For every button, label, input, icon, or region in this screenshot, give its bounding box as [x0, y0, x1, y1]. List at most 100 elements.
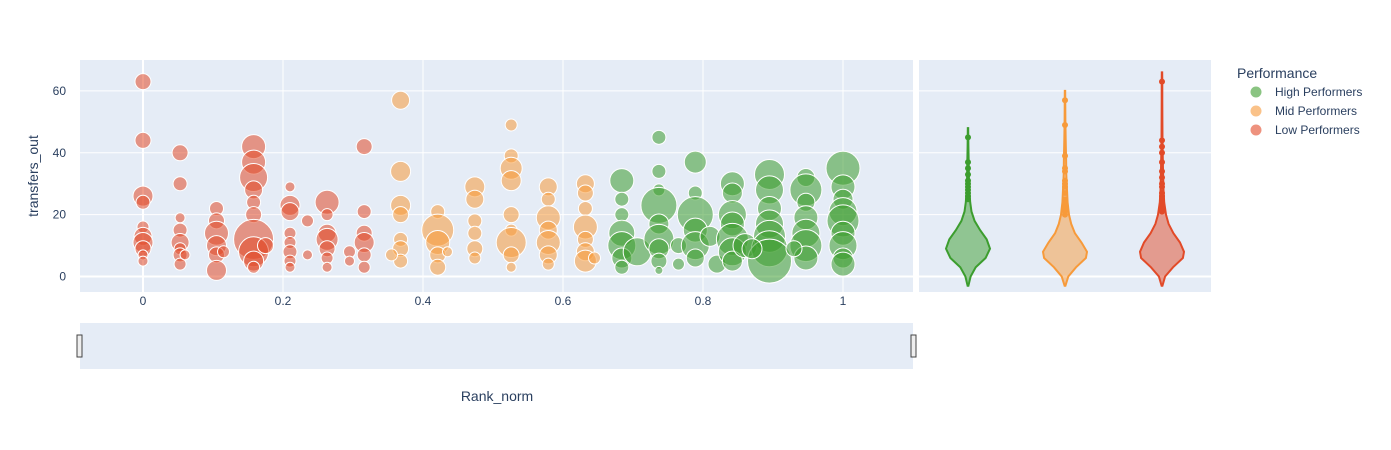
scatter-point-high-performers[interactable] [654, 265, 664, 275]
scatter-point-mid-performers[interactable] [502, 206, 520, 224]
violin-outlier-point[interactable] [1062, 190, 1068, 197]
legend-label-mid: Mid Performers [1275, 104, 1357, 118]
scatter-point-high-performers[interactable] [672, 257, 685, 271]
violin-outlier-point[interactable] [1159, 149, 1165, 156]
violin-outlier-point[interactable] [1062, 121, 1068, 128]
scatter-point-low-performers[interactable] [134, 131, 152, 149]
scatter-point-high-performers[interactable] [651, 129, 667, 145]
violin-outlier-point[interactable] [1159, 208, 1165, 215]
range-slider[interactable] [76, 323, 917, 369]
scatter-point-mid-performers[interactable] [540, 191, 556, 207]
scatter-point-low-performers[interactable] [174, 212, 186, 224]
scatter-point-high-performers[interactable] [614, 191, 630, 207]
scatter-point-high-performers[interactable] [685, 248, 705, 268]
scatter-point-mid-performers[interactable] [500, 170, 522, 192]
scatter-point-mid-performers[interactable] [588, 251, 601, 265]
range-slider-right-handle[interactable] [910, 334, 917, 358]
y-tick-label: 60 [53, 84, 67, 98]
scatter-point-low-performers[interactable] [247, 260, 261, 274]
scatter-point-low-performers[interactable] [217, 245, 230, 259]
scatter-point-mid-performers[interactable] [465, 189, 485, 209]
range-slider-left-handle[interactable] [76, 334, 83, 358]
violin-outlier-point[interactable] [1159, 168, 1165, 175]
legend-item-mid[interactable]: Mid Performers [1250, 104, 1358, 118]
scatter-point-low-performers[interactable] [344, 255, 355, 267]
scatter-point-low-performers[interactable] [320, 208, 334, 222]
violin-outlier-point[interactable] [965, 171, 971, 178]
scatter-point-low-performers[interactable] [173, 257, 187, 271]
legend-marker-high [1250, 86, 1262, 98]
scatter-point-mid-performers[interactable] [467, 225, 483, 241]
scatter-point-high-performers[interactable] [651, 163, 667, 179]
scatter-point-high-performers[interactable] [609, 168, 635, 194]
violin-outlier-point[interactable] [1159, 183, 1165, 190]
violin-outlier-point[interactable] [965, 134, 971, 141]
violin-outlier-point[interactable] [965, 196, 971, 203]
scatter-point-low-performers[interactable] [179, 249, 191, 261]
scatter-point-mid-performers[interactable] [505, 261, 517, 273]
scatter-point-low-performers[interactable] [284, 261, 296, 273]
y-tick-label: 0 [59, 270, 66, 284]
scatter-point-mid-performers[interactable] [577, 200, 593, 216]
scatter-point-high-performers[interactable] [721, 182, 743, 204]
scatter-point-low-performers[interactable] [171, 144, 189, 162]
violin-outlier-point[interactable] [1062, 168, 1068, 175]
y-axis-title: transfers_out [25, 135, 41, 217]
scatter-point-high-performers[interactable] [741, 238, 763, 260]
scatter-point-low-performers[interactable] [135, 194, 151, 210]
scatter-points [132, 73, 861, 284]
scatter-point-low-performers[interactable] [302, 249, 313, 261]
scatter-point-low-performers[interactable] [280, 202, 300, 222]
scatter-point-mid-performers[interactable] [442, 246, 453, 258]
violin-outlier-point[interactable] [1062, 183, 1068, 190]
legend-marker-low [1250, 124, 1262, 136]
scatter-point-high-performers[interactable] [614, 207, 630, 223]
x-tick-label: 1 [840, 294, 847, 308]
scatter-point-low-performers[interactable] [357, 260, 371, 274]
scatter-point-low-performers[interactable] [356, 204, 372, 220]
violin-outlier-point[interactable] [1159, 159, 1165, 166]
scatter-point-mid-performers[interactable] [390, 160, 412, 182]
x-tick-label: 0 [140, 294, 147, 308]
scatter-point-mid-performers[interactable] [468, 251, 482, 265]
scatter-point-low-performers[interactable] [284, 181, 296, 193]
violin-outlier-point[interactable] [1062, 97, 1068, 104]
scatter-point-low-performers[interactable] [301, 214, 314, 228]
scatter-point-mid-performers[interactable] [502, 246, 520, 264]
scatter-point-mid-performers[interactable] [391, 90, 411, 110]
violin-layer [944, 71, 1186, 287]
scatter-point-high-performers[interactable] [721, 250, 743, 272]
violin-outlier-point[interactable] [1159, 78, 1165, 85]
scatter-point-high-performers[interactable] [785, 240, 803, 258]
y-tick-label: 20 [53, 208, 67, 222]
legend-item-low[interactable]: Low Performers [1250, 123, 1360, 137]
range-slider-track[interactable] [80, 323, 913, 369]
scatter-point-low-performers[interactable] [137, 255, 149, 267]
scatter-point-low-performers[interactable] [257, 237, 274, 255]
scatter-point-mid-performers[interactable] [385, 248, 398, 262]
scatter-point-mid-performers[interactable] [392, 206, 410, 224]
scatter-point-low-performers[interactable] [321, 261, 333, 273]
scatter-point-high-performers[interactable] [683, 150, 707, 174]
scatter-point-low-performers[interactable] [172, 176, 188, 192]
legend-item-high[interactable]: High Performers [1250, 85, 1363, 99]
violin-outlier-point[interactable] [1062, 152, 1068, 159]
legend-label-high: High Performers [1275, 85, 1362, 99]
scatter-point-high-performers[interactable] [614, 259, 630, 275]
violin-outlier-point[interactable] [1159, 137, 1165, 144]
scatter-point-low-performers[interactable] [356, 247, 372, 263]
scatter-point-mid-performers[interactable] [576, 184, 594, 202]
scatter-point-mid-performers[interactable] [541, 257, 555, 271]
scatter-point-low-performers[interactable] [134, 73, 152, 91]
scatter-point-low-performers[interactable] [355, 138, 373, 156]
scatter-point-mid-performers[interactable] [429, 258, 447, 276]
scatter-point-low-performers[interactable] [206, 259, 227, 281]
scatter-point-mid-performers[interactable] [504, 118, 518, 132]
scatter-point-high-performers[interactable] [830, 251, 856, 277]
violin-outlier-point[interactable] [965, 165, 971, 172]
violin-high-performers[interactable] [944, 127, 992, 287]
violin-outlier-point[interactable] [1159, 174, 1165, 181]
violin-outlier-point[interactable] [1062, 211, 1068, 218]
violin-outlier-point[interactable] [1159, 143, 1165, 150]
violin-outlier-point[interactable] [965, 159, 971, 166]
